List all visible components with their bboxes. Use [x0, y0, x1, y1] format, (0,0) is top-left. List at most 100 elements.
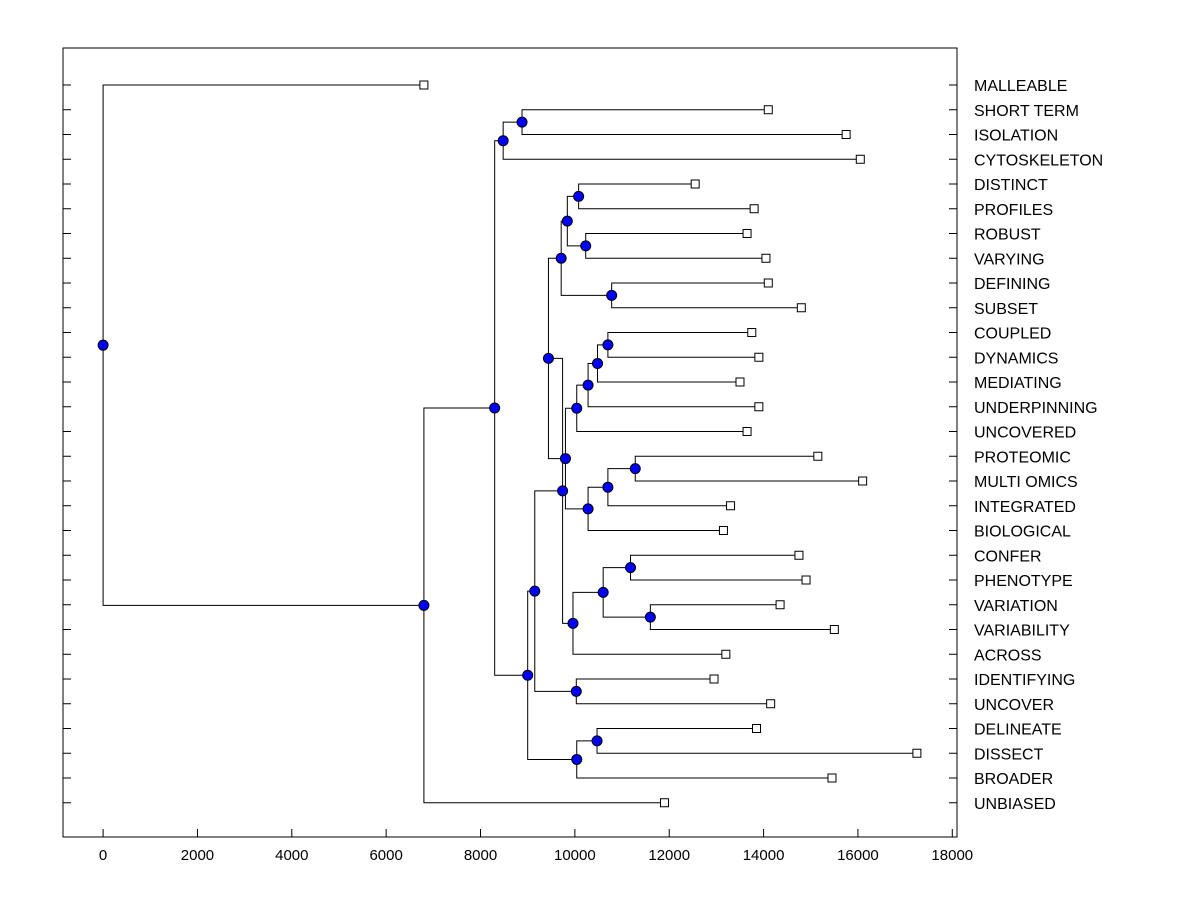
- dendrogram-link: [521, 109, 847, 135]
- merge-node: [582, 379, 594, 391]
- merge-node: [606, 289, 618, 301]
- dendrogram-link: [587, 362, 759, 408]
- merge-node: [497, 135, 509, 147]
- dendrogram-link: [585, 233, 766, 259]
- leaf-label: UNBIASED: [974, 796, 1056, 813]
- leaf-marker: [801, 575, 811, 585]
- leaf-marker: [855, 154, 865, 164]
- leaf-marker: [747, 328, 757, 337]
- leaf-marker: [721, 649, 731, 659]
- dendrogram-link: [102, 84, 424, 606]
- x-tick-label: 10000: [554, 847, 596, 864]
- leaf-label: COUPLED: [974, 326, 1051, 343]
- leaf-marker: [754, 402, 764, 412]
- leaf-label: PROFILES: [974, 202, 1053, 219]
- x-tick-label: 6000: [369, 847, 402, 864]
- leaf-labels: MALLEABLE SHORT TERM ISOLATION CYTOSKELETON…: [974, 78, 1103, 813]
- leaf-label: PHENOTYPE: [974, 573, 1073, 590]
- dendrogram-link: [607, 468, 731, 507]
- axis-ticks: [63, 84, 957, 837]
- dendrogram-link: [602, 567, 651, 618]
- leaf-marker: [761, 253, 771, 263]
- merge-node: [557, 485, 569, 497]
- x-tick-label: 8000: [464, 847, 497, 864]
- merge-node: [571, 402, 583, 414]
- leaf-marker: [749, 204, 759, 214]
- merge-node: [582, 503, 594, 515]
- leaf-label: VARIATION: [974, 598, 1058, 615]
- dendrogram-link: [649, 604, 835, 630]
- leaf-label: ROBUST: [974, 227, 1041, 244]
- x-tick-label: 2000: [181, 847, 214, 864]
- leaf-label: MULTI OMICS: [974, 474, 1078, 491]
- merge-nodes: [97, 116, 656, 765]
- x-tick-label: 4000: [275, 847, 308, 864]
- leaf-label: ISOLATION: [974, 128, 1058, 145]
- merge-node: [567, 617, 579, 629]
- leaf-markers: [419, 80, 922, 808]
- merge-node: [592, 357, 604, 369]
- dendrogram-link: [576, 740, 832, 779]
- leaf-marker: [794, 550, 804, 560]
- leaf-marker: [766, 699, 776, 709]
- leaf-marker: [775, 600, 785, 610]
- leaf-marker: [829, 625, 839, 634]
- dendrogram-link: [502, 121, 861, 160]
- leaf-marker: [796, 303, 806, 313]
- dendrogram-links: [102, 84, 917, 804]
- leaf-label: DISSECT: [974, 746, 1044, 763]
- leaf-label: BROADER: [974, 771, 1053, 788]
- leaf-label: DYNAMICS: [974, 350, 1058, 367]
- x-tick-label: 18000: [931, 847, 973, 864]
- merge-node: [629, 463, 641, 475]
- leaf-marker: [709, 674, 719, 684]
- merge-node: [597, 586, 609, 598]
- merge-node: [591, 735, 603, 747]
- merge-node: [559, 453, 571, 465]
- x-tick-label: 16000: [837, 847, 879, 864]
- leaf-label: PROTEOMIC: [974, 449, 1071, 466]
- leaf-label: DEFINING: [974, 276, 1050, 293]
- merge-node: [573, 190, 585, 202]
- merge-node: [570, 685, 582, 697]
- leaf-marker: [754, 352, 764, 362]
- leaf-label: CONFER: [974, 548, 1042, 565]
- leaf-marker: [751, 724, 761, 733]
- merge-node: [602, 481, 614, 493]
- leaf-marker: [858, 476, 868, 486]
- merge-node: [97, 339, 109, 351]
- leaf-label: SHORT TERM: [974, 103, 1079, 120]
- leaf-marker: [742, 427, 752, 436]
- dendrogram-link: [575, 678, 771, 705]
- leaf-label: UNCOVERED: [974, 425, 1076, 442]
- dendrogram-link: [607, 332, 759, 358]
- merge-node: [542, 352, 554, 364]
- x-tick-label: 12000: [648, 847, 690, 864]
- leaf-label: IDENTIFYING: [974, 672, 1075, 689]
- dendrogram-link: [572, 591, 726, 655]
- leaf-marker: [742, 229, 752, 238]
- dendrogram-link: [611, 282, 802, 309]
- leaf-marker: [690, 179, 700, 189]
- dendrogram-link: [534, 490, 577, 692]
- leaf-label: MALLEABLE: [974, 78, 1067, 95]
- leaf-label: INTEGRATED: [974, 499, 1076, 516]
- leaf-marker: [827, 773, 837, 783]
- merge-node: [580, 240, 592, 252]
- dendrogram-link: [423, 407, 665, 804]
- dendrogram-link: [576, 384, 748, 432]
- leaf-label: SUBSET: [974, 301, 1038, 318]
- merge-node: [602, 339, 614, 351]
- merge-node: [625, 562, 637, 574]
- leaf-label: MEDIATING: [974, 375, 1062, 392]
- dendrogram-link: [630, 554, 807, 581]
- merge-node: [418, 599, 430, 611]
- leaf-marker: [763, 105, 773, 115]
- leaf-label: DELINEATE: [974, 722, 1062, 739]
- leaf-marker: [912, 748, 922, 758]
- merge-node: [555, 252, 567, 264]
- leaf-label: CYTOSKELETON: [974, 152, 1103, 169]
- leaf-marker: [763, 278, 773, 288]
- merge-node: [571, 753, 583, 765]
